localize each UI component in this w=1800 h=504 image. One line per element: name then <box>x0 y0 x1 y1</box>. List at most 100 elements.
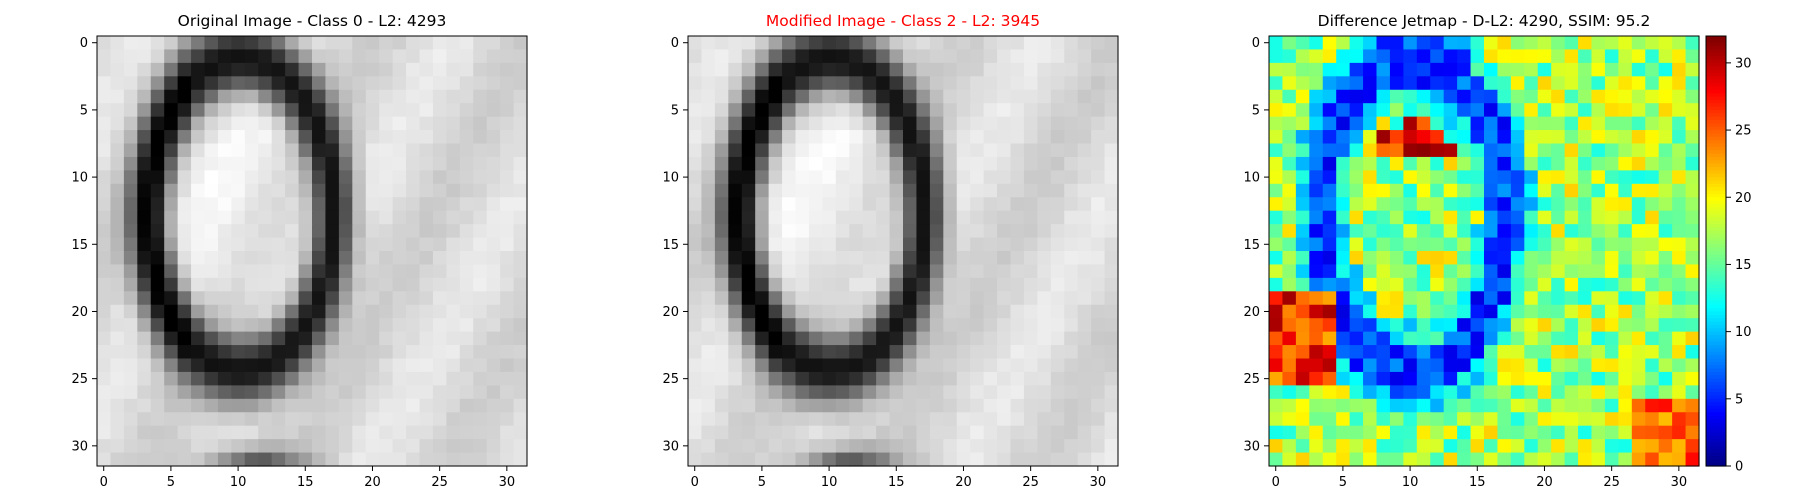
heatmap-cell <box>1295 224 1310 239</box>
heatmap-cell <box>1282 371 1297 386</box>
heatmap-cell <box>1443 439 1458 454</box>
heatmap-cell <box>1672 36 1687 51</box>
colorbar-segment <box>1706 76 1726 81</box>
heatmap-cell <box>903 345 918 360</box>
heatmap-cell <box>150 156 165 171</box>
heatmap-cell <box>1430 452 1445 467</box>
heatmap-cell <box>191 385 206 400</box>
heatmap-cell <box>755 398 770 413</box>
heatmap-cell <box>1349 318 1364 333</box>
heatmap-cell <box>446 197 461 212</box>
heatmap-cell <box>755 345 770 360</box>
heatmap-cell <box>1604 49 1619 64</box>
heatmap-cell <box>217 170 232 185</box>
heatmap-cell <box>755 452 770 467</box>
heatmap-cell <box>1336 103 1351 118</box>
heatmap-cell <box>929 156 944 171</box>
heatmap-cell <box>285 76 300 91</box>
heatmap-cell <box>432 170 447 185</box>
heatmap-cell <box>1037 291 1052 306</box>
heatmap-cell <box>191 130 206 145</box>
heatmap-cell <box>1672 277 1687 292</box>
heatmap-cell <box>1510 398 1525 413</box>
heatmap-cell <box>970 62 985 77</box>
heatmap-cell <box>1564 331 1579 346</box>
heatmap-cell <box>1484 264 1499 279</box>
heatmap-cell <box>1604 318 1619 333</box>
heatmap-cell <box>446 156 461 171</box>
heatmap-cell <box>204 130 219 145</box>
colorbar-segment <box>1706 415 1726 420</box>
heatmap-cell <box>258 116 273 131</box>
colorbar-segment <box>1706 93 1726 98</box>
heatmap-cell <box>486 398 501 413</box>
heatmap-cell <box>271 398 286 413</box>
heatmap-cell <box>1524 103 1539 118</box>
heatmap-cell <box>1685 49 1700 64</box>
heatmap-cell <box>1282 103 1297 118</box>
heatmap-cell <box>997 291 1012 306</box>
heatmap-cell <box>1537 197 1552 212</box>
heatmap-cell <box>1484 76 1499 91</box>
heatmap-cell <box>258 62 273 77</box>
heatmap-cell <box>1658 89 1673 104</box>
heatmap-cell <box>808 116 823 131</box>
heatmap-cell <box>352 143 367 158</box>
heatmap-cell <box>486 143 501 158</box>
heatmap-cell <box>1037 439 1052 454</box>
heatmap-cell <box>1376 49 1391 64</box>
heatmap-cell <box>1104 331 1119 346</box>
heatmap-cell <box>1376 291 1391 306</box>
heatmap-cell <box>997 345 1012 360</box>
heatmap-cell <box>271 371 286 386</box>
heatmap-cell <box>929 452 944 467</box>
heatmap-cell <box>1363 304 1378 319</box>
heatmap-cell <box>1658 62 1673 77</box>
heatmap-cell <box>1064 331 1079 346</box>
heatmap-cell <box>795 197 810 212</box>
heatmap-cell <box>1591 251 1606 266</box>
heatmap-cell <box>903 183 918 198</box>
heatmap-cell <box>1091 251 1106 266</box>
heatmap-cell <box>379 358 394 373</box>
heatmap-cell <box>1336 398 1351 413</box>
heatmap-cell <box>204 237 219 252</box>
heatmap-cell <box>970 439 985 454</box>
heatmap-cell <box>1591 76 1606 91</box>
heatmap-cell <box>983 156 998 171</box>
colorbar-tick-label: 30 <box>1735 56 1752 71</box>
heatmap-cell <box>298 277 313 292</box>
heatmap-cell <box>150 412 165 427</box>
heatmap-cell <box>1457 197 1472 212</box>
heatmap-cell <box>204 331 219 346</box>
heatmap-cell <box>714 89 729 104</box>
heatmap-cell <box>191 116 206 131</box>
heatmap-cell <box>997 425 1012 440</box>
heatmap-cell <box>1631 89 1646 104</box>
heatmap-cell <box>1269 412 1284 427</box>
heatmap-cell <box>1376 398 1391 413</box>
heatmap-cell <box>312 385 327 400</box>
heatmap-cell <box>298 62 313 77</box>
heatmap-cell <box>1430 251 1445 266</box>
heatmap-cell <box>1551 358 1566 373</box>
heatmap-cell <box>446 224 461 239</box>
heatmap-cell <box>1282 277 1297 292</box>
heatmap-cell <box>1269 89 1284 104</box>
heatmap-cell <box>1389 291 1404 306</box>
heatmap-cell <box>1064 130 1079 145</box>
heatmap-cell <box>97 331 112 346</box>
colorbar-segment <box>1706 331 1726 336</box>
heatmap-cell <box>1591 291 1606 306</box>
heatmap-cell <box>782 371 797 386</box>
heatmap-cell <box>956 197 971 212</box>
colorbar-segment <box>1706 324 1726 329</box>
heatmap-cell <box>150 224 165 239</box>
heatmap-cell <box>916 224 931 239</box>
heatmap-cell <box>1510 36 1525 51</box>
heatmap-cell <box>285 398 300 413</box>
colorbar-segment <box>1706 382 1726 386</box>
difference-jetmap-panel: Difference Jetmap - D-L2: 4290, SSIM: 95… <box>1243 12 1700 490</box>
colorbar-segment <box>1706 267 1726 272</box>
heatmap-cell <box>1077 170 1092 185</box>
